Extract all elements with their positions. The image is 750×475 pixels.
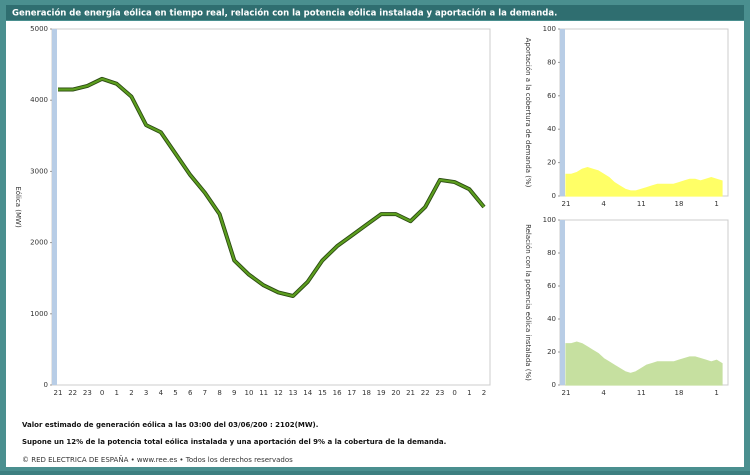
x-tick-label: 0 bbox=[452, 389, 456, 397]
y-axis-label: Relación con la potencia eólica instalad… bbox=[524, 224, 532, 381]
x-tick-label: 4 bbox=[601, 389, 606, 397]
x-tick-label: 4 bbox=[601, 200, 606, 208]
y-tick-label: 60 bbox=[547, 92, 556, 100]
x-tick-label: 18 bbox=[675, 200, 684, 208]
y-tick-label: 3000 bbox=[30, 167, 48, 175]
x-tick-label: 1 bbox=[467, 389, 471, 397]
x-tick-label: 11 bbox=[637, 200, 646, 208]
y-tick-label: 4000 bbox=[30, 96, 48, 104]
summary-text: Supone un 12% de la potencia total eólic… bbox=[22, 438, 446, 446]
x-tick-label: 4 bbox=[159, 389, 164, 397]
x-tick-label: 15 bbox=[318, 389, 327, 397]
axis-band bbox=[560, 220, 565, 385]
x-tick-label: 11 bbox=[259, 389, 268, 397]
y-tick-label: 0 bbox=[552, 381, 556, 389]
x-tick-label: 21 bbox=[54, 389, 63, 397]
x-tick-label: 1 bbox=[714, 200, 718, 208]
header-title: Generación de energía eólica en tiempo r… bbox=[12, 8, 557, 19]
x-tick-label: 12 bbox=[274, 389, 283, 397]
y-tick-label: 40 bbox=[547, 315, 556, 323]
x-tick-label: 17 bbox=[347, 389, 356, 397]
y-tick-label: 1000 bbox=[30, 310, 48, 318]
line bbox=[58, 77, 485, 298]
axis-band bbox=[560, 29, 565, 196]
x-tick-label: 11 bbox=[637, 389, 646, 397]
x-tick-label: 5 bbox=[173, 389, 177, 397]
axis-band bbox=[52, 29, 57, 385]
x-tick-label: 18 bbox=[675, 389, 684, 397]
x-tick-label: 13 bbox=[289, 389, 298, 397]
x-tick-label: 23 bbox=[83, 389, 92, 397]
area bbox=[565, 166, 723, 197]
x-tick-label: 22 bbox=[68, 389, 77, 397]
x-tick-label: 2 bbox=[129, 389, 133, 397]
y-tick-label: 20 bbox=[547, 348, 556, 356]
x-tick-label: 23 bbox=[435, 389, 444, 397]
x-tick-label: 8 bbox=[217, 389, 221, 397]
x-tick-label: 21 bbox=[562, 389, 571, 397]
y-tick-label: 0 bbox=[552, 192, 556, 200]
x-tick-label: 21 bbox=[406, 389, 415, 397]
x-tick-label: 20 bbox=[391, 389, 400, 397]
y-tick-label: 80 bbox=[547, 58, 556, 66]
y-axis-label: Eólica (MW) bbox=[14, 186, 22, 228]
y-tick-label: 0 bbox=[44, 381, 48, 389]
x-tick-label: 2 bbox=[482, 389, 486, 397]
x-tick-label: 18 bbox=[362, 389, 371, 397]
x-tick-label: 10 bbox=[245, 389, 254, 397]
copyright-text: © RED ELECTRICA DE ESPAÑA • www.ree.es •… bbox=[22, 455, 293, 464]
y-tick-label: 100 bbox=[543, 25, 556, 33]
x-tick-label: 3 bbox=[144, 389, 148, 397]
estimate-text: Valor estimado de generación eólica a la… bbox=[22, 421, 318, 429]
y-tick-label: 20 bbox=[547, 159, 556, 167]
x-tick-label: 19 bbox=[377, 389, 386, 397]
y-axis-label: Aportación a la cobertura de demanda (%) bbox=[524, 38, 532, 188]
x-tick-label: 0 bbox=[100, 389, 104, 397]
header-bar bbox=[6, 5, 744, 20]
y-tick-label: 40 bbox=[547, 125, 556, 133]
x-tick-label: 14 bbox=[303, 389, 312, 397]
y-tick-label: 60 bbox=[547, 282, 556, 290]
x-tick-label: 22 bbox=[421, 389, 430, 397]
y-tick-label: 100 bbox=[543, 216, 556, 224]
y-tick-label: 80 bbox=[547, 249, 556, 257]
plot-area bbox=[51, 28, 491, 386]
y-tick-label: 5000 bbox=[30, 25, 48, 33]
x-tick-label: 1 bbox=[714, 389, 718, 397]
x-tick-label: 21 bbox=[562, 200, 571, 208]
y-tick-label: 2000 bbox=[30, 239, 48, 247]
x-tick-label: 1 bbox=[115, 389, 119, 397]
x-tick-label: 6 bbox=[188, 389, 193, 397]
area bbox=[565, 341, 723, 386]
x-tick-label: 9 bbox=[232, 389, 236, 397]
x-tick-label: 7 bbox=[203, 389, 207, 397]
x-tick-label: 16 bbox=[333, 389, 342, 397]
